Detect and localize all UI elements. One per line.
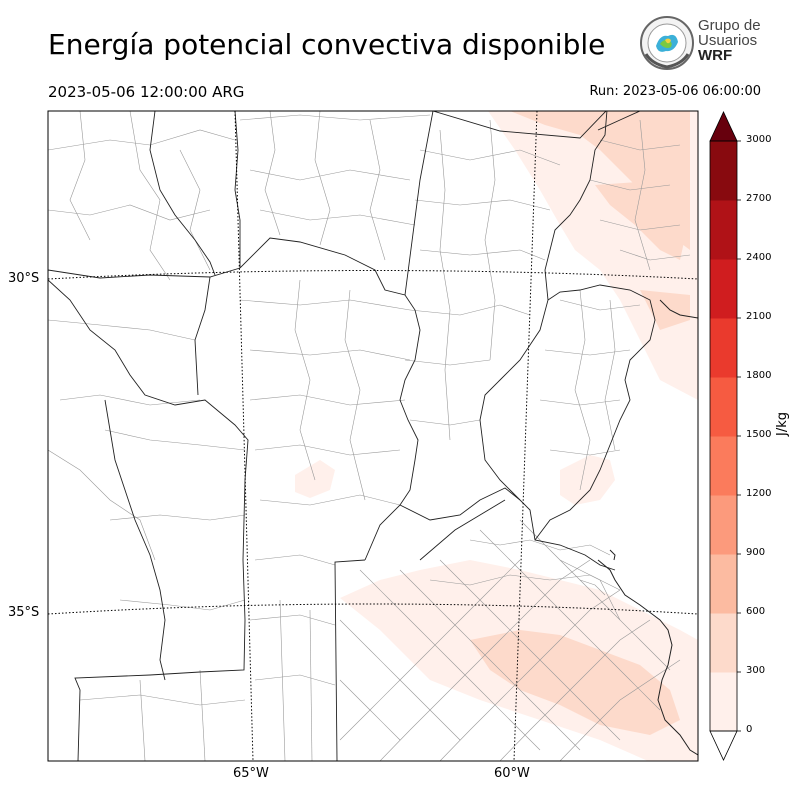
colorbar-bin-5 [710, 377, 737, 437]
department-boundaries [48, 111, 691, 761]
colorbar-bin-2 [710, 554, 737, 614]
map-title: Energía potencial convectiva disponible [48, 28, 606, 61]
graticule-lat-35 [48, 603, 698, 615]
colorbar-tick-label: 600 [746, 606, 766, 617]
colorbar [709, 111, 741, 761]
colorbar-bin-7 [710, 259, 737, 319]
colorbar-under-arrow [709, 730, 738, 761]
map-plot-area [48, 111, 698, 761]
colorbar-bin-3 [710, 495, 737, 555]
cape-field-se-core [470, 630, 680, 735]
coastline [597, 299, 698, 756]
logo-line-3: WRF [698, 47, 733, 64]
colorbar-bin-4 [710, 436, 737, 496]
cape-field-ne-core-2 [595, 180, 690, 260]
logo-text: Grupo de Usuarios WRF [698, 18, 761, 63]
colorbar-bin-1 [710, 613, 737, 673]
colorbar-tick-label: 300 [746, 665, 766, 676]
lat-label-30s: 30°S [8, 271, 40, 286]
colorbar-tick-label: 900 [746, 547, 766, 558]
map-frame [47, 110, 699, 762]
valid-time: 2023-05-06 12:00:00 ARG [48, 83, 245, 101]
colorbar-bin-9 [710, 141, 737, 201]
colorbar-unit-label: J/kg [775, 412, 790, 436]
province-boundaries [48, 111, 656, 761]
colorbar-tick-label: 3000 [746, 134, 772, 145]
colorbar-tick-label: 2400 [746, 252, 772, 263]
lat-label-35s: 35°S [8, 605, 40, 620]
colorbar-bin-6 [710, 318, 737, 378]
colorbar-tick-label: 2100 [746, 311, 772, 322]
colorbar-tick-label: 2700 [746, 193, 772, 204]
logo-line-1: Grupo de [698, 17, 761, 34]
logo-line-2: Usuarios [698, 32, 758, 49]
graticule-lat-30 [48, 270, 698, 280]
graticule [48, 111, 698, 761]
colorbar-tick-label: 0 [746, 724, 753, 735]
colorbar-over-arrow [709, 111, 738, 142]
colorbar-bin-8 [710, 200, 737, 260]
lon-label-60w: 60°W [494, 766, 530, 781]
lon-label-65w: 65°W [233, 766, 269, 781]
cape-field-ne-core-3 [640, 290, 690, 330]
colorbar-tick-label: 1800 [746, 370, 772, 381]
colorbar-tick-label: 1200 [746, 488, 772, 499]
cape-shading [295, 111, 698, 761]
wrf-users-logo: Grupo de Usuarios WRF [638, 14, 768, 74]
run-time: Run: 2023-05-06 06:00:00 [589, 84, 761, 99]
logo-seal-icon [640, 16, 694, 70]
colorbar-bin-0 [710, 672, 737, 732]
colorbar-tick-label: 1500 [746, 429, 772, 440]
cape-field-ne-core [510, 111, 690, 250]
